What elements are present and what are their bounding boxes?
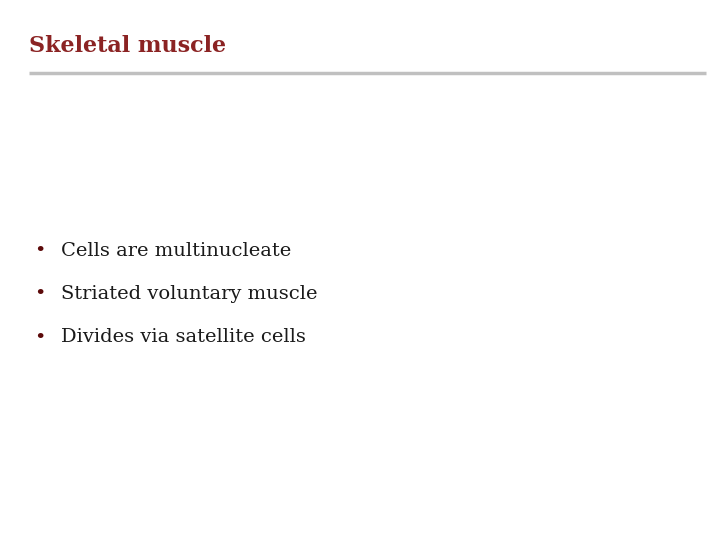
Text: Cells are multinucleate: Cells are multinucleate xyxy=(61,242,292,260)
Text: Striated voluntary muscle: Striated voluntary muscle xyxy=(61,285,318,303)
Text: Divides via satellite cells: Divides via satellite cells xyxy=(61,328,306,347)
Text: •: • xyxy=(34,242,45,260)
Text: Skeletal muscle: Skeletal muscle xyxy=(29,35,226,57)
Text: •: • xyxy=(34,328,45,347)
Text: •: • xyxy=(34,285,45,303)
